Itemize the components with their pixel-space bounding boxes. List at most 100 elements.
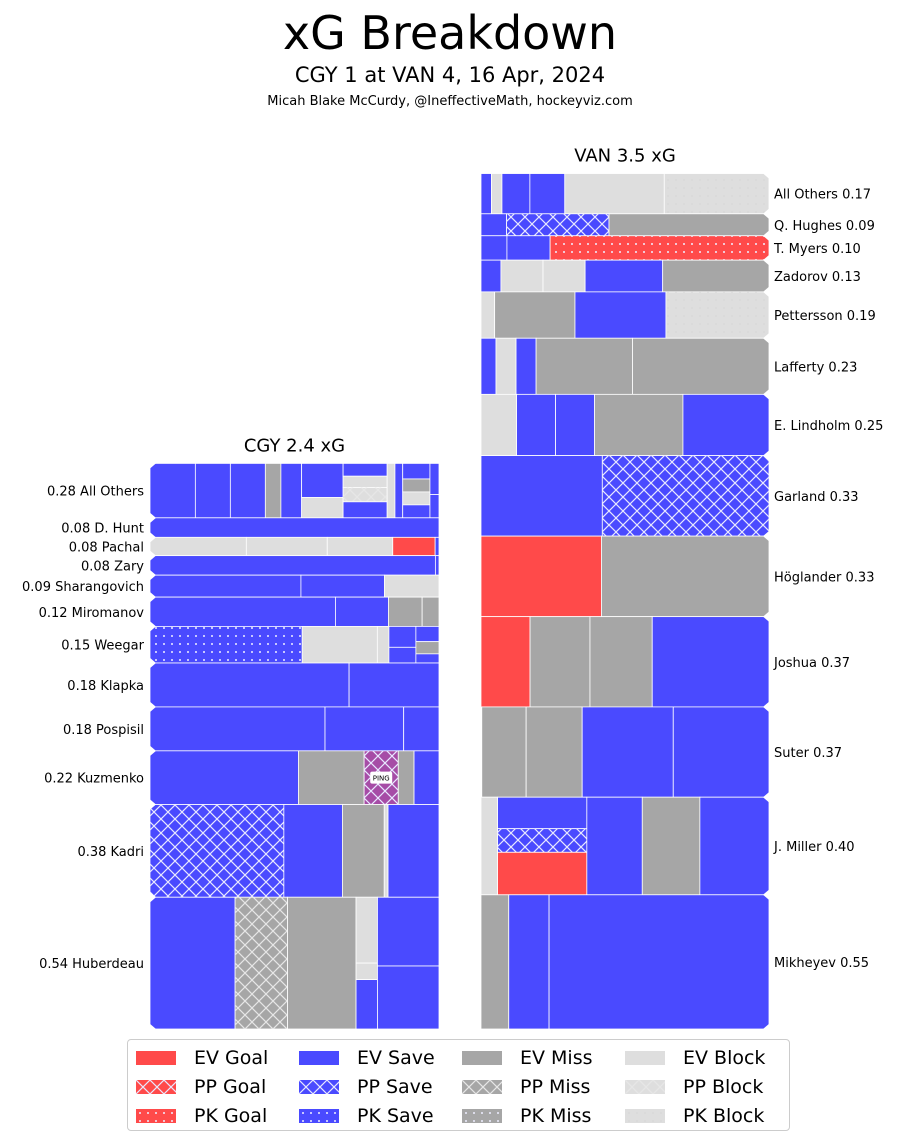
shot-ev-missrect	[589, 616, 653, 708]
shot-ev-saverect	[529, 173, 566, 215]
player-label: 0.08 Pachal	[69, 540, 144, 555]
player-label: 0.18 Pospisil	[63, 723, 144, 738]
player-row: E. Lindholm 0.25	[480, 393, 883, 456]
shot-ev-saverect	[413, 750, 440, 805]
legend-item: PP Block	[625, 1074, 763, 1100]
shot-ev-saverect	[480, 235, 508, 261]
legend-label: PP Goal	[194, 1076, 267, 1098]
shot-ev-saverect	[402, 504, 431, 519]
shot-ev-missrect	[402, 478, 431, 493]
shot-ev-saverect	[429, 463, 440, 495]
shot-ev-saverect	[586, 796, 643, 896]
player-row: 0.09 Sharangovich	[22, 574, 440, 598]
shot-ev-missrect	[342, 804, 385, 898]
row-notch	[149, 750, 156, 757]
player-label: Lafferty 0.23	[774, 360, 857, 375]
shot-ev-blockrect	[355, 896, 378, 964]
player-row: 0.28 All Others	[47, 463, 440, 519]
shot-ev-blockrect	[491, 173, 503, 215]
row-notch	[149, 591, 156, 598]
shot-ev-saverect	[149, 662, 350, 708]
legend-swatch	[299, 1051, 339, 1065]
shot-ev-saverect	[584, 259, 664, 293]
legend-swatch	[462, 1080, 502, 1094]
player-label: 0.22 Kuzmenko	[44, 772, 144, 787]
player-label: Suter 0.37	[774, 746, 842, 761]
player-label: J. Miller 0.40	[773, 840, 855, 855]
player-label: Mikheyev 0.55	[774, 956, 869, 971]
shot-ev-blockrect	[301, 626, 378, 664]
player-row: Pettersson 0.19	[480, 291, 876, 339]
shot-ev-saverect	[516, 393, 556, 456]
legend-item: PP Goal	[136, 1074, 266, 1100]
shot-pattern-overlay	[497, 828, 587, 853]
row-notch	[149, 663, 156, 669]
shot-ev-missrect	[287, 896, 357, 1030]
row-notch	[763, 706, 770, 713]
shot-ev-saverect	[280, 463, 303, 519]
shot-ev-saverect	[403, 706, 440, 752]
shot-ev-saverect	[301, 463, 344, 498]
row-notch	[763, 1023, 770, 1029]
shot-ev-saverect	[149, 596, 336, 627]
row-notch	[763, 291, 770, 298]
shot-ev-saverect	[300, 574, 385, 598]
player-row: 0.15 Weegar	[61, 626, 440, 664]
shot-ev-saverect	[574, 291, 667, 339]
legend-swatch	[299, 1080, 339, 1094]
row-notch	[149, 804, 156, 811]
player-label: T. Myers 0.10	[773, 242, 861, 257]
shot-ev-goalrect	[480, 535, 602, 618]
legend-label: PP Block	[683, 1076, 764, 1098]
player-label: Garland 0.33	[774, 490, 859, 505]
legend-label: PK Miss	[520, 1105, 592, 1127]
row-notch	[763, 235, 770, 242]
row-notch	[149, 555, 156, 562]
shot-ev-saverect	[434, 536, 440, 557]
player-row: Mikheyev 0.55	[480, 894, 869, 1030]
shot-ev-saverect	[506, 235, 551, 261]
row-notch	[149, 549, 156, 556]
shot-pattern-overlay	[235, 897, 288, 1029]
shot-ev-missrect	[481, 706, 527, 798]
shot-ev-saverect	[501, 173, 531, 215]
shot-ev-missrect	[397, 750, 415, 805]
player-label: 0.18 Klapka	[67, 679, 144, 694]
shot-ev-blockrect	[342, 475, 388, 488]
shot-pattern-overlay	[602, 455, 769, 537]
shot-ev-saverect	[387, 804, 440, 898]
player-label: All Others 0.17	[774, 188, 871, 203]
legend: EV Goal PP Goal PK Goal EV Save PP Save PK Sa…	[127, 1039, 790, 1131]
legend-label: EV Miss	[520, 1047, 593, 1069]
player-label: Pettersson 0.19	[774, 309, 876, 324]
shot-ev-missrect	[415, 641, 440, 655]
legend-label: EV Block	[683, 1047, 766, 1069]
row-notch	[149, 897, 156, 904]
shot-ev-missrect	[480, 894, 510, 1030]
shot-ev-saverect	[480, 259, 502, 293]
shot-ev-saverect	[480, 455, 603, 537]
shot-ev-saverect	[149, 750, 299, 805]
row-notch	[763, 254, 770, 261]
player-label: 0.12 Miromanov	[39, 606, 145, 621]
shot-ev-saverect	[335, 596, 389, 627]
row-notch	[763, 888, 770, 895]
shot-ev-blockrect	[480, 393, 517, 456]
van-treemap: VAN 3.5 xG All Others 0.17 Q. Hughes 0.09 T…	[480, 146, 883, 1030]
row-notch	[763, 700, 770, 707]
shot-ev-missrect	[494, 291, 576, 339]
player-label: Höglander 0.33	[774, 570, 874, 585]
player-row: Garland 0.33	[480, 455, 859, 537]
player-row: Q. Hughes 0.09	[480, 213, 875, 237]
legend-label: PP Save	[357, 1076, 433, 1098]
player-row: Lafferty 0.23	[480, 337, 857, 395]
shot-ev-blockrect	[402, 491, 431, 506]
player-row: 0.12 Miromanov	[39, 596, 440, 627]
legend-label: PP Miss	[520, 1076, 591, 1098]
shot-ev-saverect	[508, 894, 550, 1030]
shot-ev-saverect	[194, 463, 231, 519]
player-label: Q. Hughes 0.09	[774, 219, 875, 234]
shot-ev-missrect	[662, 259, 770, 293]
row-notch	[149, 597, 156, 604]
shot-ev-saverect	[415, 626, 440, 643]
